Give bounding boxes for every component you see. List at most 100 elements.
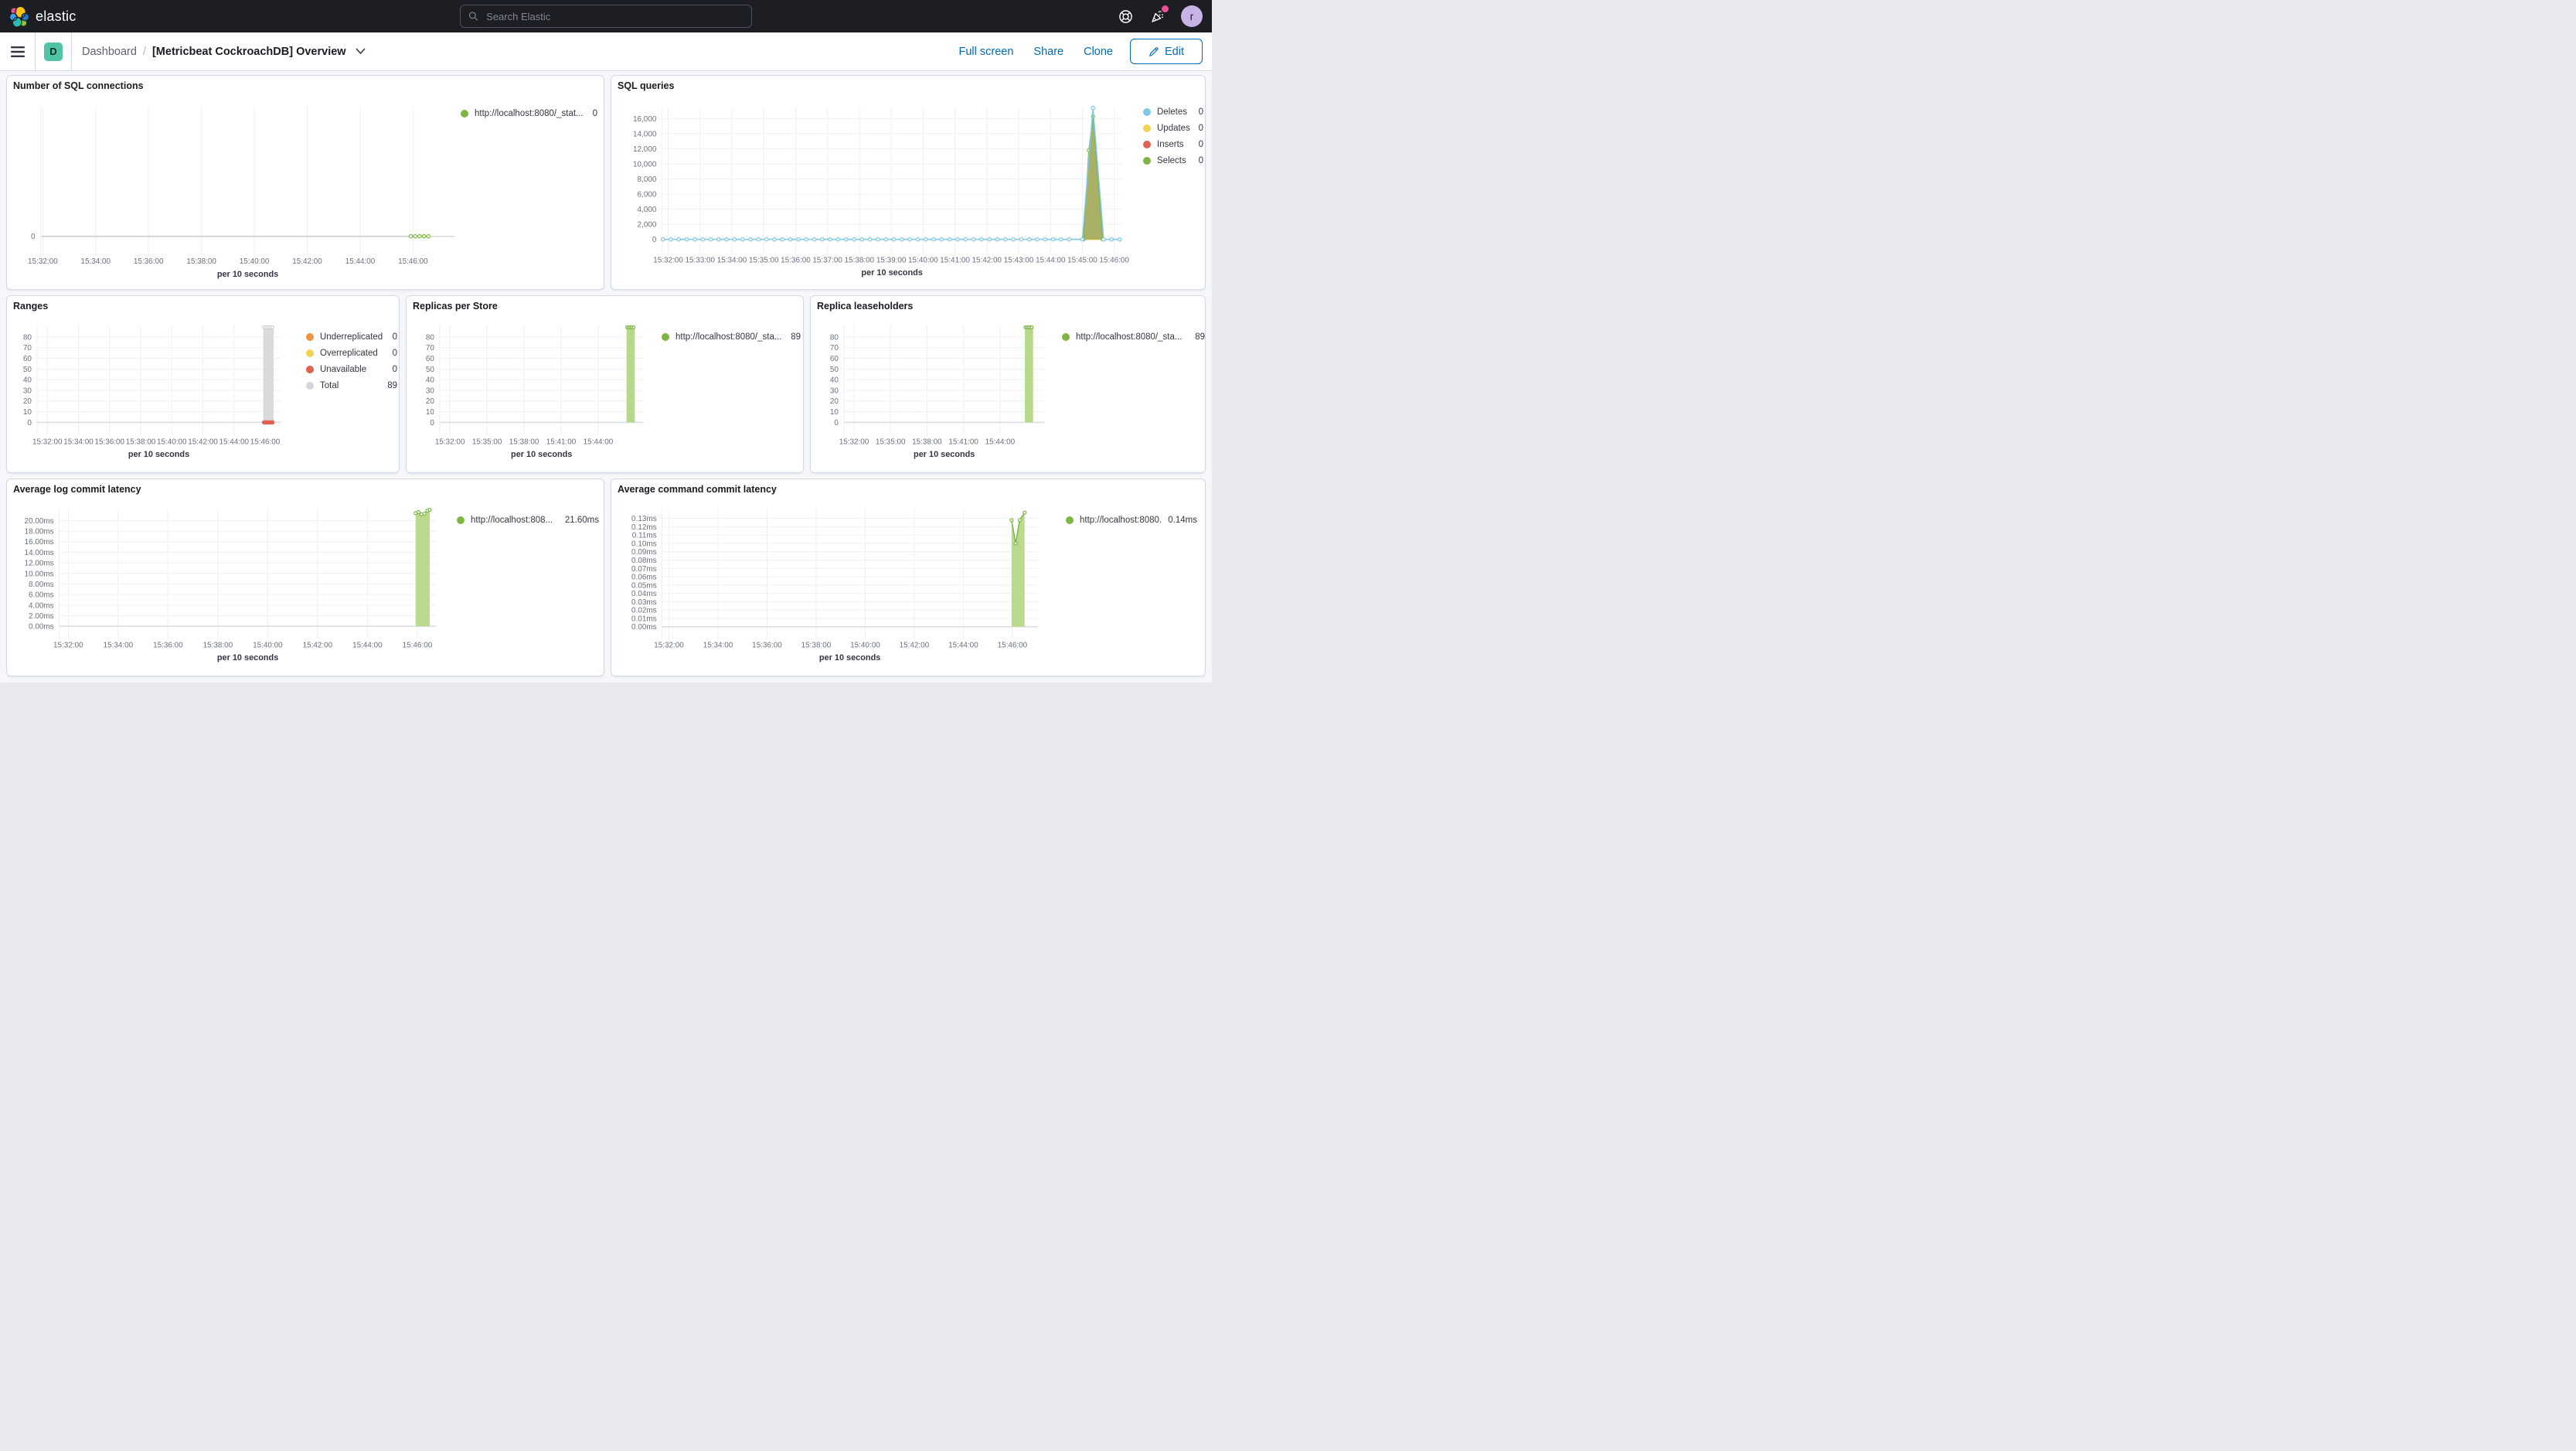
panel-title: Average command commit latency: [618, 484, 777, 495]
svg-text:10: 10: [23, 408, 32, 417]
svg-text:per 10 seconds: per 10 seconds: [217, 270, 278, 279]
svg-text:15:41:00: 15:41:00: [546, 438, 577, 446]
svg-text:15:41:00: 15:41:00: [948, 438, 978, 446]
svg-text:15:42:00: 15:42:00: [292, 257, 322, 266]
legend-series-dot: [306, 366, 314, 373]
svg-text:0.00ms: 0.00ms: [29, 623, 54, 632]
legend-series-dot: [1143, 108, 1151, 116]
share-button[interactable]: Share: [1033, 45, 1064, 58]
svg-text:10: 10: [426, 408, 435, 417]
svg-text:0.00ms: 0.00ms: [631, 623, 657, 632]
edit-button[interactable]: Edit: [1130, 39, 1203, 64]
legend-item[interactable]: Overreplicated 0: [306, 348, 397, 359]
svg-text:30: 30: [830, 387, 839, 395]
svg-text:80: 80: [426, 333, 435, 342]
legend-item[interactable]: Selects 0: [1143, 155, 1203, 166]
panel-replicas-per-store: Replicas per Store 15:32:00 15:35:00 15:38…: [406, 295, 804, 473]
svg-text:6,000: 6,000: [638, 191, 657, 199]
svg-text:0.03ms: 0.03ms: [631, 598, 657, 607]
svg-text:15:46:00: 15:46:00: [250, 438, 281, 446]
legend-series-dot: [1143, 157, 1151, 165]
legend-item[interactable]: http://localhost:8080/_stat... 0: [461, 108, 597, 119]
help-button[interactable]: [1116, 7, 1135, 26]
legend-item[interactable]: Deletes 0: [1143, 107, 1203, 118]
legend-series-label: http://localhost:8080/_sta...: [675, 332, 782, 342]
svg-text:10: 10: [830, 408, 839, 417]
legend-item[interactable]: Total 89: [306, 380, 397, 391]
svg-text:15:34:00: 15:34:00: [703, 641, 733, 649]
legend-series-value: 0.14ms: [1168, 516, 1197, 525]
legend-series-label: Inserts: [1157, 140, 1184, 149]
svg-text:0: 0: [430, 419, 434, 427]
panel-title: Replica leaseholders: [817, 301, 914, 312]
svg-text:15:44:00: 15:44:00: [948, 641, 978, 649]
svg-text:15:32:00: 15:32:00: [435, 438, 465, 446]
legend-series-value: 21.60ms: [564, 516, 599, 525]
search-input[interactable]: [460, 5, 752, 28]
svg-text:15:42:00: 15:42:00: [188, 438, 218, 446]
svg-text:15:36:00: 15:36:00: [95, 438, 125, 446]
svg-text:15:40:00: 15:40:00: [253, 641, 283, 649]
svg-text:15:44:00: 15:44:00: [352, 641, 383, 649]
svg-text:15:32:00: 15:32:00: [32, 438, 63, 446]
user-avatar[interactable]: r: [1181, 5, 1203, 27]
legend-item[interactable]: Updates 0: [1143, 123, 1203, 134]
svg-text:0.13ms: 0.13ms: [631, 515, 657, 523]
legend-series-value: 0: [1198, 156, 1203, 165]
legend-item[interactable]: Unavailable 0: [306, 364, 397, 375]
svg-text:15:46:00: 15:46:00: [398, 257, 428, 266]
svg-text:15:44:00: 15:44:00: [345, 257, 376, 266]
svg-text:per 10 seconds: per 10 seconds: [819, 653, 880, 662]
svg-text:40: 40: [830, 376, 839, 385]
svg-text:per 10 seconds: per 10 seconds: [511, 450, 572, 459]
svg-text:15:36:00: 15:36:00: [153, 641, 183, 649]
svg-text:per 10 seconds: per 10 seconds: [914, 450, 975, 459]
svg-text:15:36:00: 15:36:00: [134, 257, 164, 266]
svg-text:15:38:00: 15:38:00: [126, 438, 156, 446]
svg-text:15:42:00: 15:42:00: [972, 256, 1002, 264]
chart-legend: http://localhost:808... 21.60ms: [457, 515, 599, 526]
legend-item[interactable]: http://localhost:8080... 0.14ms: [1066, 515, 1197, 526]
search-field[interactable]: [485, 9, 744, 23]
legend-item[interactable]: Underreplicated 0: [306, 332, 397, 342]
svg-text:per 10 seconds: per 10 seconds: [217, 653, 278, 662]
elastic-logo[interactable]: elastic: [9, 5, 76, 27]
svg-text:8.00ms: 8.00ms: [29, 581, 54, 589]
svg-text:15:41:00: 15:41:00: [940, 256, 970, 264]
svg-text:0: 0: [652, 236, 657, 244]
svg-text:70: 70: [830, 344, 839, 353]
svg-text:0: 0: [27, 419, 32, 427]
svg-text:15:34:00: 15:34:00: [104, 641, 134, 649]
legend-item[interactable]: http://localhost:8080/_sta... 89: [1062, 332, 1205, 342]
panel-title: SQL queries: [618, 80, 675, 91]
newsfeed-button[interactable]: [1148, 5, 1169, 26]
svg-text:15:36:00: 15:36:00: [781, 256, 811, 264]
chart-legend: Deletes 0 Updates 0 Inserts 0 Selects 0: [1143, 107, 1203, 166]
svg-text:15:46:00: 15:46:00: [403, 641, 433, 649]
svg-text:50: 50: [23, 366, 32, 374]
clone-button[interactable]: Clone: [1084, 45, 1113, 58]
legend-item[interactable]: Inserts 0: [1143, 139, 1203, 150]
legend-item[interactable]: http://localhost:8080/_sta... 89: [662, 332, 801, 342]
full-screen-button[interactable]: Full screen: [958, 45, 1014, 58]
panel-title: Average log commit latency: [13, 484, 141, 495]
legend-series-label: http://localhost:8080/_sta...: [1076, 332, 1183, 342]
svg-text:40: 40: [23, 376, 32, 385]
svg-text:50: 50: [830, 366, 839, 374]
svg-text:20.00ms: 20.00ms: [25, 517, 54, 526]
svg-text:15:46:00: 15:46:00: [1099, 256, 1129, 264]
breadcrumb-dashboard-link[interactable]: Dashboard: [82, 45, 137, 58]
svg-text:14.00ms: 14.00ms: [25, 549, 54, 557]
title-menu-button[interactable]: [356, 48, 366, 55]
svg-text:15:32:00: 15:32:00: [28, 257, 58, 266]
svg-text:70: 70: [23, 344, 32, 353]
panel-sql-queries: SQL queries 15:32:00 15:33:00 15:34:00 15:3…: [611, 75, 1206, 290]
legend-series-value: 89: [1195, 332, 1205, 342]
panel-title: Replicas per Store: [413, 301, 498, 312]
svg-text:80: 80: [23, 333, 32, 342]
svg-text:15:45:00: 15:45:00: [1067, 256, 1097, 264]
svg-text:15:32:00: 15:32:00: [839, 438, 869, 446]
space-selector[interactable]: D: [44, 42, 63, 61]
legend-item[interactable]: http://localhost:808... 21.60ms: [457, 515, 599, 526]
menu-button[interactable]: [0, 32, 35, 70]
